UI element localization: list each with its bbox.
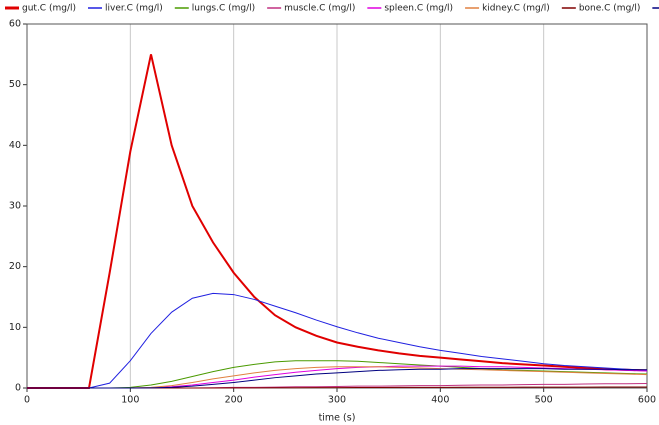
y-tick-label: 60 [9,19,21,30]
series-line [27,292,648,389]
x-axis-label: time (s) [319,413,356,424]
y-tick-label: 30 [9,201,21,212]
legend-label: bone.C (mg/l) [579,4,641,14]
legend-label: liver.C (mg/l) [105,4,163,14]
y-tick-label: 40 [9,140,21,151]
legend-label: lungs.C (mg/l) [192,4,255,14]
x-tick-label: 200 [225,395,243,406]
series-line [27,54,648,389]
x-tick-label: 500 [535,395,553,406]
x-tick-label: 100 [121,395,139,406]
x-tick-label: 0 [24,395,30,406]
legend-label: muscle.C (mg/l) [284,4,355,14]
x-tick-label: 600 [638,395,656,406]
series-line [27,368,647,389]
legend-label: gut.C (mg/l) [22,4,76,14]
y-tick-label: 0 [15,383,21,394]
y-tick-label: 50 [9,79,21,90]
x-tick-label: 300 [328,395,346,406]
legend-label: spleen.C (mg/l) [384,4,453,14]
y-tick-label: 20 [9,261,21,272]
legend-label: kidney.C (mg/l) [482,4,550,14]
x-tick-label: 400 [431,395,449,406]
series-line [27,360,648,389]
y-tick-label: 10 [9,322,21,333]
